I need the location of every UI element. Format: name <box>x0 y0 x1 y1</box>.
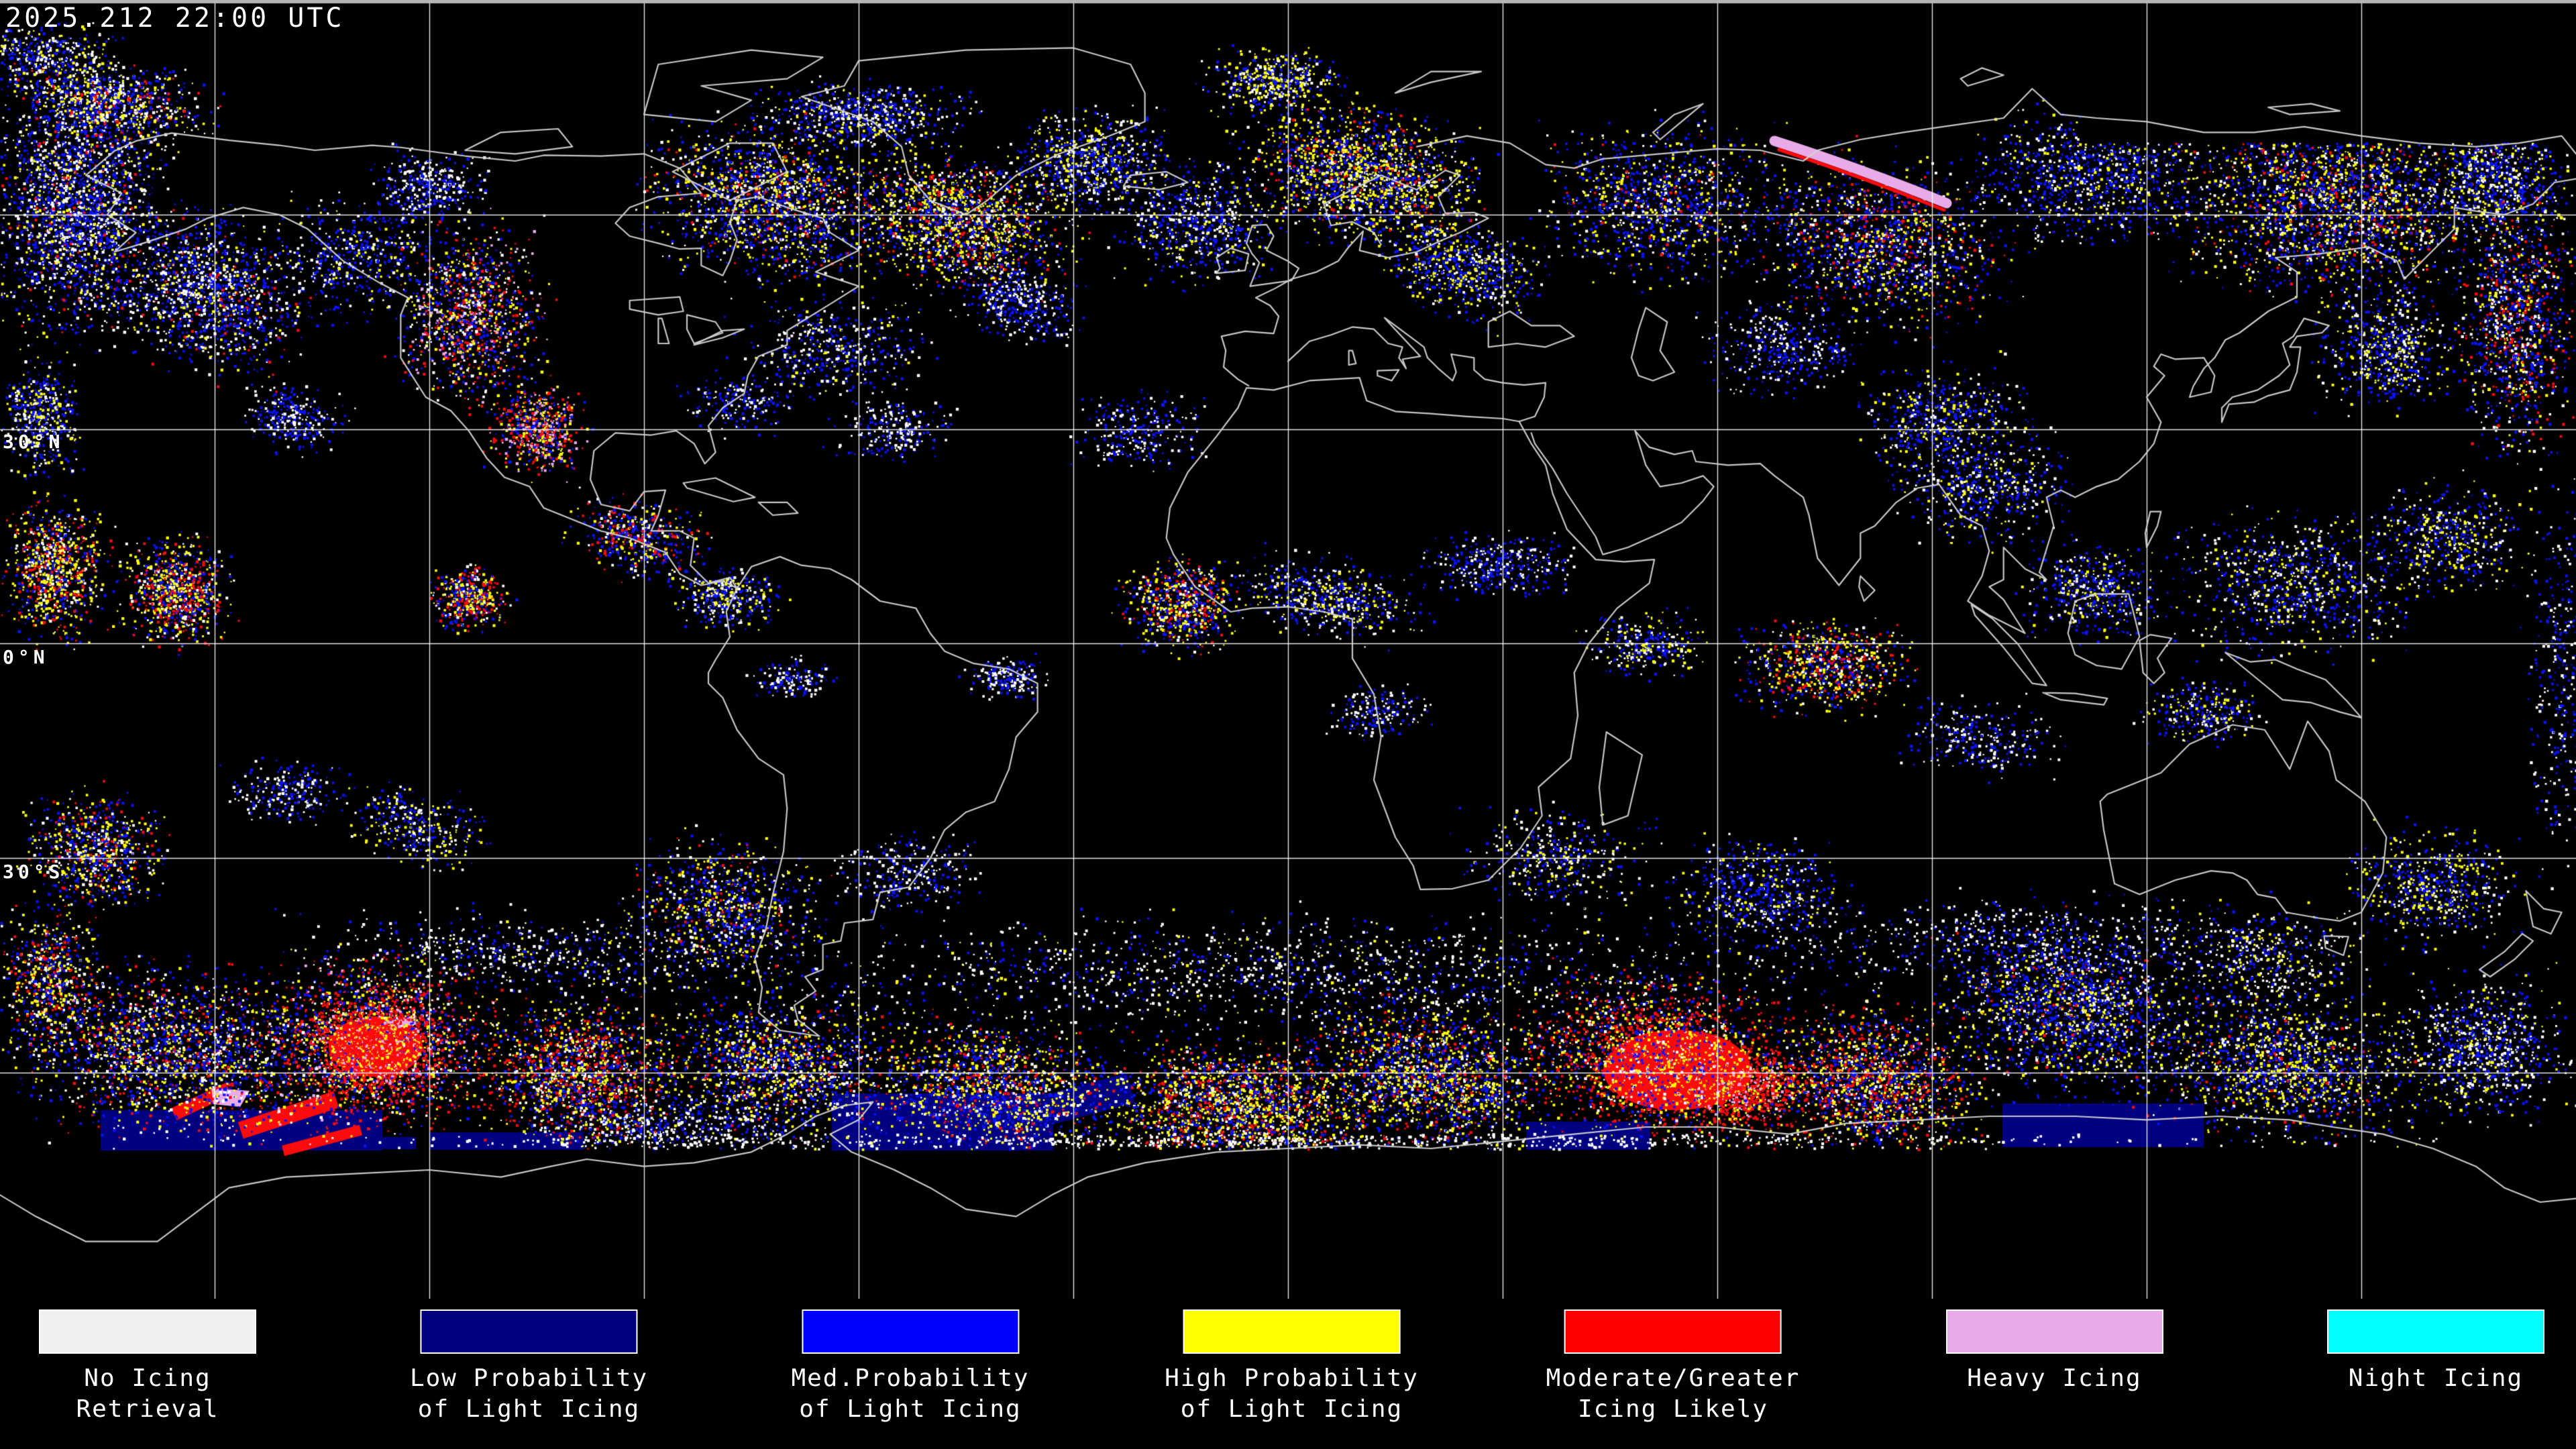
legend-label-line: of Light Icing <box>799 1395 1022 1423</box>
legend-swatch-night <box>2327 1309 2544 1354</box>
legend-label-moderate: Moderate/Greater Icing Likely <box>1546 1363 1801 1425</box>
legend-item-moderate: Moderate/Greater Icing Likely <box>1546 1309 1801 1425</box>
legend-swatch-med_prob <box>801 1309 1019 1354</box>
timestamp-label: 2025.212 22:00 UTC <box>5 3 345 34</box>
legend-label-high_prob: High Probability of Light Icing <box>1165 1363 1419 1425</box>
legend-item-no_icing: No Icing Retrieval <box>39 1309 256 1425</box>
legend-label-heavy: Heavy Icing <box>1946 1363 2163 1394</box>
legend-swatch-moderate <box>1564 1309 1782 1354</box>
legend-label-med_prob: Med.Probability of Light Icing <box>791 1363 1029 1425</box>
legend-swatch-no_icing <box>39 1309 256 1354</box>
legend-label-line: Retrieval <box>76 1395 219 1423</box>
latitude-label: 0°N <box>3 646 49 668</box>
legend-label-night: Night Icing <box>2327 1363 2544 1394</box>
legend-label-line: of Light Icing <box>417 1395 641 1423</box>
world-icing-map: 2025.212 22:00 UTC 30°N 0°N 30°S <box>0 0 2576 1299</box>
legend-swatch-low_prob <box>420 1309 638 1354</box>
legend-item-med_prob: Med.Probability of Light Icing <box>791 1309 1029 1425</box>
legend-swatch-heavy <box>1945 1309 2163 1354</box>
legend-label-line: Heavy Icing <box>1967 1364 2142 1392</box>
legend-label-line: Med.Probability <box>791 1364 1030 1392</box>
icing-map-canvas <box>0 0 2576 1299</box>
legend-label-line: Moderate/Greater <box>1546 1364 1801 1392</box>
legend-item-night: Night Icing <box>2327 1309 2544 1394</box>
legend-item-low_prob: Low Probability of Light Icing <box>410 1309 648 1425</box>
latitude-label: 30°N <box>3 431 64 453</box>
legend-label-no_icing: No Icing Retrieval <box>39 1363 256 1425</box>
legend-label-line: No Icing <box>84 1364 211 1392</box>
legend-swatch-high_prob <box>1183 1309 1401 1354</box>
legend-label-line: Low Probability <box>409 1364 649 1392</box>
legend-bar: No Icing Retrieval Low Probability of Light… <box>0 1299 2576 1449</box>
legend-item-heavy: Heavy Icing <box>1945 1309 2163 1394</box>
latitude-label: 30°S <box>3 861 64 883</box>
legend-label-line: High Probability <box>1165 1364 1419 1392</box>
legend-label-line: Icing Likely <box>1577 1395 1769 1423</box>
legend-label-low_prob: Low Probability of Light Icing <box>410 1363 648 1425</box>
legend-label-line: Night Icing <box>2348 1364 2524 1392</box>
legend-item-high_prob: High Probability of Light Icing <box>1165 1309 1419 1425</box>
legend-label-line: of Light Icing <box>1180 1395 1403 1423</box>
